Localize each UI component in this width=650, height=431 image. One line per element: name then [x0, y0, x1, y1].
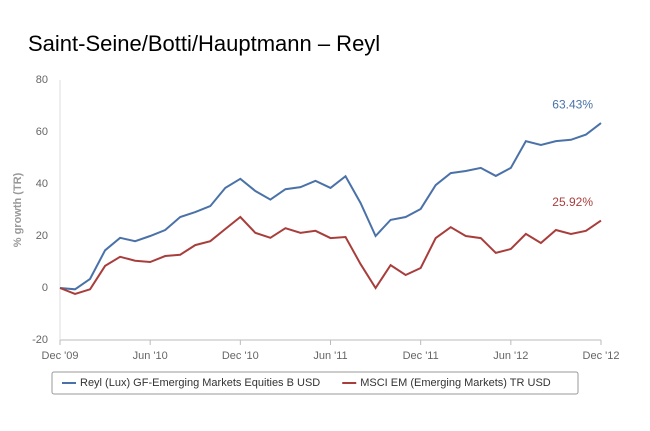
- legend-label: Reyl (Lux) GF-Emerging Markets Equities …: [80, 377, 320, 389]
- legend-label: MSCI EM (Emerging Markets) TR USD: [360, 377, 551, 389]
- y-tick-label: -20: [32, 334, 48, 346]
- y-tick-label: 0: [42, 282, 48, 294]
- x-tick-label: Dec '12: [583, 350, 620, 362]
- y-tick-label: 40: [36, 178, 48, 190]
- x-tick-label: Dec '10: [222, 350, 259, 362]
- y-axis-title: % growth (TR): [12, 172, 24, 247]
- x-tick-label: Dec '11: [403, 350, 439, 362]
- x-tick-label: Jun '12: [493, 350, 528, 362]
- data-label: 25.92%: [552, 195, 593, 209]
- y-tick-label: 60: [36, 126, 48, 138]
- legend-box: [51, 371, 579, 395]
- data-label: 63.43%: [552, 97, 593, 111]
- chart-title: Saint-Seine/Botti/Hauptmann – Reyl: [28, 31, 380, 56]
- y-tick-label: 80: [36, 74, 48, 86]
- x-tick-label: Jun '10: [133, 350, 168, 362]
- x-tick-label: Jun '11: [313, 350, 347, 362]
- x-tick-label: Dec '09: [42, 350, 79, 362]
- series-line: [59, 122, 602, 291]
- y-tick-label: 20: [36, 230, 48, 242]
- series-line: [59, 215, 602, 296]
